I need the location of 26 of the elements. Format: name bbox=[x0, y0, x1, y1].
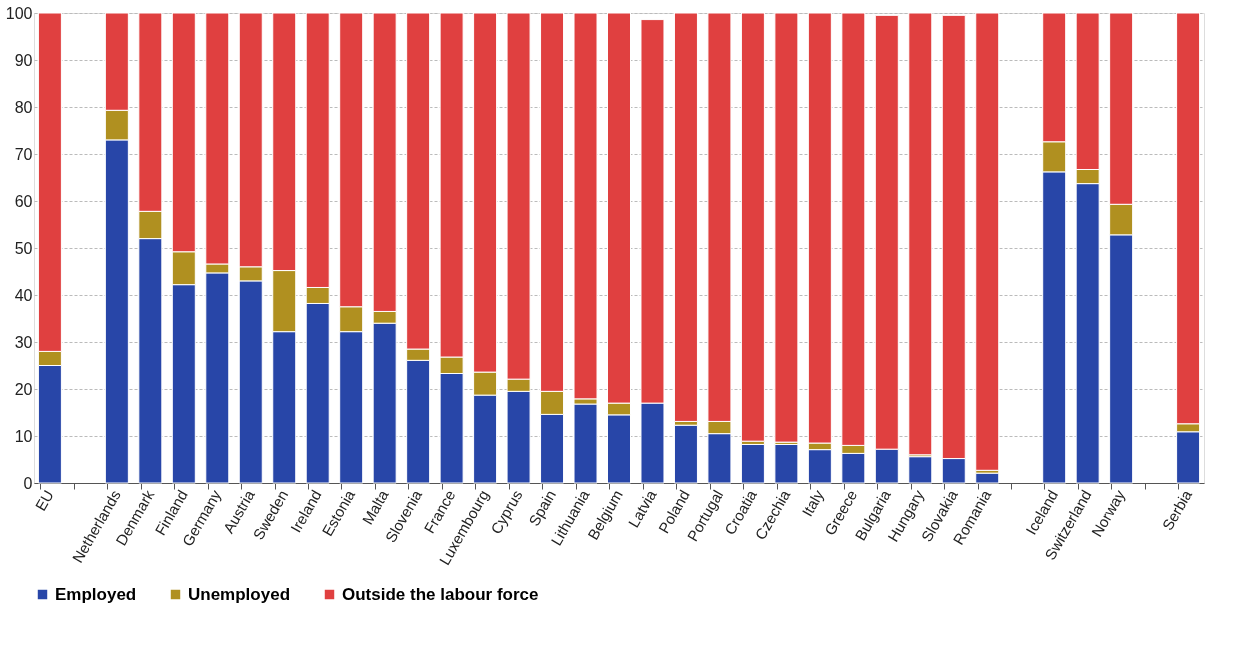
bar bbox=[774, 12, 799, 443]
y-tick-label: 0 bbox=[23, 474, 33, 492]
y-tick-label: 20 bbox=[14, 380, 33, 398]
legend-label: Unemployed bbox=[188, 584, 291, 604]
y-tick-label: 90 bbox=[14, 51, 33, 69]
y-tick-label: 100 bbox=[5, 4, 33, 22]
y-tick-label: 10 bbox=[14, 427, 33, 445]
bar bbox=[573, 403, 598, 484]
y-tick-label: 50 bbox=[14, 239, 33, 257]
legend-label: Outside the labour force bbox=[342, 584, 539, 604]
bar bbox=[908, 456, 933, 484]
legend-label: Employed bbox=[55, 584, 137, 604]
bar bbox=[774, 443, 799, 484]
y-tick-label: 60 bbox=[14, 192, 33, 210]
y-tick-label: 30 bbox=[14, 333, 33, 351]
x-tick-label: EU bbox=[31, 487, 57, 514]
bar bbox=[975, 472, 1000, 484]
bar bbox=[975, 12, 1000, 471]
bar bbox=[740, 443, 765, 484]
bar bbox=[740, 12, 765, 442]
bar bbox=[673, 424, 698, 484]
bar bbox=[908, 12, 933, 456]
y-tick-label: 40 bbox=[14, 286, 33, 304]
y-tick-label: 80 bbox=[14, 98, 33, 116]
y-tick-label: 70 bbox=[14, 145, 33, 163]
bar bbox=[673, 12, 698, 422]
